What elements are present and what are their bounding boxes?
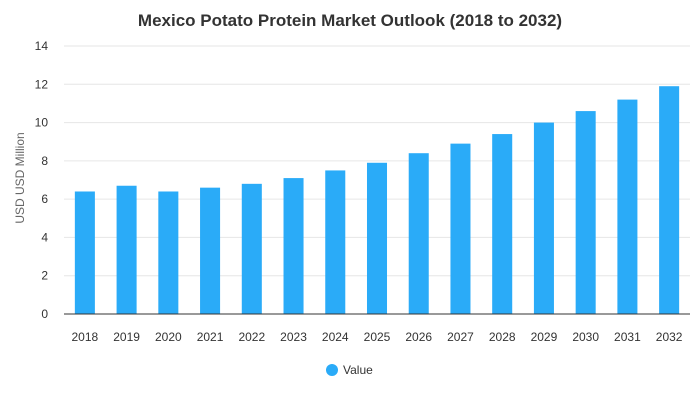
x-tick-label: 2024 [322,330,349,344]
bar[interactable] [283,178,304,314]
x-tick-label: 2025 [364,330,391,344]
y-axis-ticks: 0 2 4 6 8 10 12 14 [35,39,49,321]
bars [74,86,680,314]
x-tick-label: 2030 [572,330,599,344]
x-tick-label: 2019 [113,330,140,344]
bar[interactable] [158,191,179,314]
bar[interactable] [492,134,513,314]
x-axis-ticks: 2018 2019 2020 2021 2022 2023 2024 2025 2026 2027… [72,330,683,344]
bar[interactable] [241,183,262,314]
x-tick-label: 2026 [405,330,432,344]
x-tick-label: 2022 [238,330,265,344]
x-tick-label: 2032 [656,330,683,344]
bar[interactable] [74,191,95,314]
bar[interactable] [659,86,680,314]
legend-swatch [326,364,338,376]
y-tick-label: 10 [35,116,49,130]
bar[interactable] [450,143,471,314]
x-tick-label: 2029 [531,330,558,344]
x-tick-label: 2027 [447,330,474,344]
bar[interactable] [575,111,596,314]
x-tick-label: 2021 [197,330,224,344]
bar[interactable] [617,99,638,314]
x-tick-label: 2023 [280,330,307,344]
bar[interactable] [116,185,137,314]
x-tick-label: 2020 [155,330,182,344]
legend[interactable]: Value [326,363,373,377]
y-tick-label: 12 [35,77,49,91]
bar[interactable] [533,122,554,314]
legend-label: Value [343,363,373,377]
bar[interactable] [366,162,388,314]
y-tick-label: 0 [41,307,48,321]
y-tick-label: 8 [41,154,48,168]
bar[interactable] [200,187,221,314]
bar[interactable] [325,170,346,314]
y-tick-label: 6 [41,192,48,206]
bar[interactable] [408,153,429,314]
x-tick-label: 2028 [489,330,516,344]
chart-title: Mexico Potato Protein Market Outlook (20… [138,11,562,30]
y-tick-label: 4 [41,230,48,244]
y-tick-label: 2 [41,269,48,283]
y-axis-label: USD USD Million [13,132,27,223]
y-tick-label: 14 [35,39,49,53]
x-tick-label: 2031 [614,330,641,344]
x-tick-label: 2018 [72,330,99,344]
